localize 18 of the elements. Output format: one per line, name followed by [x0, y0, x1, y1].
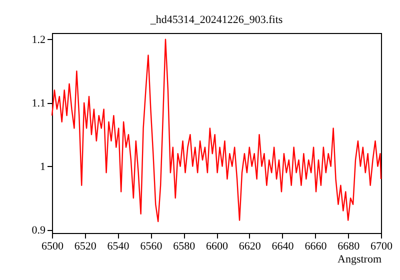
x-tick-label: 6580	[173, 240, 196, 252]
x-tick-label: 6680	[338, 240, 360, 252]
y-tick-label: 0.9	[32, 224, 46, 236]
x-tick-label: 6660	[304, 240, 328, 252]
line-series	[51, 38, 382, 222]
x-tick-label: 6500	[42, 240, 64, 252]
y-tick-label: 1	[40, 160, 46, 173]
x-tick-label: 6560	[140, 240, 163, 252]
x-tick-label: 6640	[272, 240, 294, 252]
x-tick-label: 6620	[238, 240, 262, 252]
x-axis-title: Angstrom	[338, 254, 382, 266]
x-tick-label: 6540	[107, 240, 130, 252]
y-tick-label: 1.2	[32, 34, 46, 46]
x-tick-label: 6700	[370, 240, 393, 252]
x-tick-label: 6520	[74, 240, 97, 252]
x-tick-label: 6600	[206, 240, 228, 252]
y-tick-label: 1.1	[32, 97, 46, 110]
chart-title: _hd45314_20241226_903.fits	[149, 14, 283, 26]
